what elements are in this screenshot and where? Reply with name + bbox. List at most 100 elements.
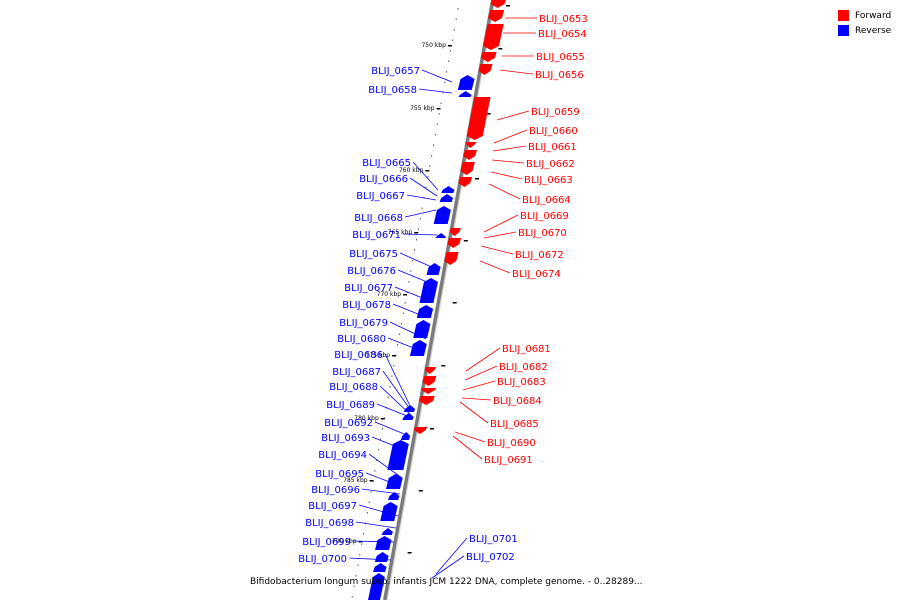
gene-label-blij_0656[interactable]: BLIJ_0656 [535, 70, 584, 81]
forward-gene [413, 427, 428, 434]
minor-tick [406, 291, 408, 293]
gene-label-blij_0655[interactable]: BLIJ_0655 [536, 52, 585, 63]
reverse-gene [380, 502, 398, 521]
minor-tick [374, 470, 376, 472]
leader-line [397, 269, 433, 285]
major-tick [436, 108, 441, 110]
major-tick [447, 45, 452, 47]
minor-tick [359, 554, 361, 556]
legend-label-reverse: Reverse [855, 25, 892, 36]
gene-label-blij_0666[interactable]: BLIJ_0666 [359, 174, 408, 185]
leader-line [462, 380, 496, 391]
gene-label-blij_0689[interactable]: BLIJ_0689 [326, 400, 375, 411]
strand-tick [418, 490, 423, 492]
gene-label-blij_0676[interactable]: BLIJ_0676 [347, 266, 396, 277]
gene-label-blij_0686[interactable]: BLIJ_0686 [334, 350, 383, 361]
reverse-gene [368, 573, 385, 600]
gene-label-blij_0699[interactable]: BLIJ_0699 [302, 537, 351, 548]
gene-label-blij_0669[interactable]: BLIJ_0669 [520, 211, 569, 222]
minor-tick [450, 50, 451, 52]
gene-label-blij_0668[interactable]: BLIJ_0668 [354, 213, 403, 224]
minor-tick [387, 396, 389, 398]
minor-tick [380, 438, 382, 440]
minor-tick [427, 176, 429, 178]
gene-label-blij_0672[interactable]: BLIJ_0672 [515, 250, 564, 261]
gene-label-blij_0702[interactable]: BLIJ_0702 [466, 552, 515, 563]
leader-line [406, 194, 437, 201]
minor-tick [410, 270, 412, 272]
reverse-swatch [838, 25, 849, 36]
gene-label-blij_0688[interactable]: BLIJ_0688 [329, 382, 378, 393]
reverse-gene [457, 75, 475, 90]
forward-gene [449, 228, 461, 236]
gene-label-blij_0694[interactable]: BLIJ_0694 [318, 450, 367, 461]
minor-tick [381, 428, 383, 430]
gene-label-blij_0693[interactable]: BLIJ_0693 [321, 433, 370, 444]
minor-tick [351, 596, 353, 598]
reverse-gene [388, 492, 400, 500]
gene-label-blij_0654[interactable]: BLIJ_0654 [538, 29, 587, 40]
gene-label-blij_0691[interactable]: BLIJ_0691 [484, 455, 533, 466]
gene-label-blij_0653[interactable]: BLIJ_0653 [539, 14, 588, 25]
gene-label-blij_0681[interactable]: BLIJ_0681 [502, 344, 551, 355]
gene-label-blij_0662[interactable]: BLIJ_0662 [526, 159, 575, 170]
gene-label-blij_0695[interactable]: BLIJ_0695 [315, 469, 364, 480]
gene-label-blij_0677[interactable]: BLIJ_0677 [344, 283, 393, 294]
minor-tick [417, 228, 419, 230]
gene-label-blij_0658[interactable]: BLIJ_0658 [368, 85, 417, 96]
gene-label-blij_0660[interactable]: BLIJ_0660 [529, 126, 578, 137]
minor-tick [446, 71, 448, 73]
minor-tick [378, 449, 380, 451]
gene-label-blij_0696[interactable]: BLIJ_0696 [311, 485, 360, 496]
forward-gene [422, 376, 437, 386]
kbp-label: 755 kbp [410, 105, 435, 112]
gene-label-blij_0698[interactable]: BLIJ_0698 [305, 518, 354, 529]
minor-tick [442, 92, 444, 94]
minor-tick [429, 165, 431, 167]
gene-label-blij_0671[interactable]: BLIJ_0671 [352, 230, 401, 241]
minor-tick [432, 144, 434, 146]
leader-line [465, 347, 501, 372]
gene-label-blij_0678[interactable]: BLIJ_0678 [342, 300, 391, 311]
leader-line [421, 69, 453, 83]
forward-gene [444, 252, 459, 265]
gene-label-blij_0682[interactable]: BLIJ_0682 [499, 362, 548, 373]
gene-label-blij_0663[interactable]: BLIJ_0663 [524, 175, 573, 186]
leader-line [355, 521, 397, 529]
leader-line [379, 385, 413, 417]
gene-label-blij_0675[interactable]: BLIJ_0675 [349, 249, 398, 260]
gene-label-blij_0661[interactable]: BLIJ_0661 [528, 142, 577, 153]
gene-label-blij_0657[interactable]: BLIJ_0657 [371, 66, 420, 77]
reverse-gene [387, 440, 409, 470]
leader-line [389, 321, 427, 340]
minor-tick [431, 155, 433, 157]
gene-label-blij_0690[interactable]: BLIJ_0690 [487, 438, 536, 449]
gene-label-blij_0674[interactable]: BLIJ_0674 [512, 269, 561, 280]
gene-label-blij_0680[interactable]: BLIJ_0680 [337, 334, 386, 345]
leader-line [490, 171, 523, 180]
minor-tick [366, 512, 368, 514]
gene-label-blij_0685[interactable]: BLIJ_0685 [490, 419, 539, 430]
gene-label-blij_0679[interactable]: BLIJ_0679 [339, 318, 388, 329]
legend-item-reverse: Reverse [838, 23, 891, 38]
minor-tick [357, 564, 359, 566]
minor-tick [391, 375, 393, 377]
gene-label-blij_0667[interactable]: BLIJ_0667 [356, 191, 405, 202]
gene-label-blij_0683[interactable]: BLIJ_0683 [497, 377, 546, 388]
gene-label-blij_0659[interactable]: BLIJ_0659 [531, 107, 580, 118]
gene-label-blij_0701[interactable]: BLIJ_0701 [469, 534, 518, 545]
leader-line [483, 214, 519, 233]
gene-label-blij_0687[interactable]: BLIJ_0687 [332, 367, 381, 378]
kbp-label: 770 kbp [377, 291, 402, 298]
kbp-label: 785 kbp [343, 477, 368, 484]
forward-gene [463, 150, 477, 160]
gene-label-blij_0670[interactable]: BLIJ_0670 [518, 228, 567, 239]
gene-label-blij_0665[interactable]: BLIJ_0665 [362, 158, 411, 169]
gene-label-blij_0684[interactable]: BLIJ_0684 [493, 396, 542, 407]
leader-line [376, 403, 413, 419]
gene-label-blij_0700[interactable]: BLIJ_0700 [298, 554, 347, 565]
leader-line [496, 110, 530, 121]
gene-label-blij_0664[interactable]: BLIJ_0664 [522, 195, 571, 206]
gene-label-blij_0692[interactable]: BLIJ_0692 [324, 418, 373, 429]
gene-label-blij_0697[interactable]: BLIJ_0697 [308, 501, 357, 512]
